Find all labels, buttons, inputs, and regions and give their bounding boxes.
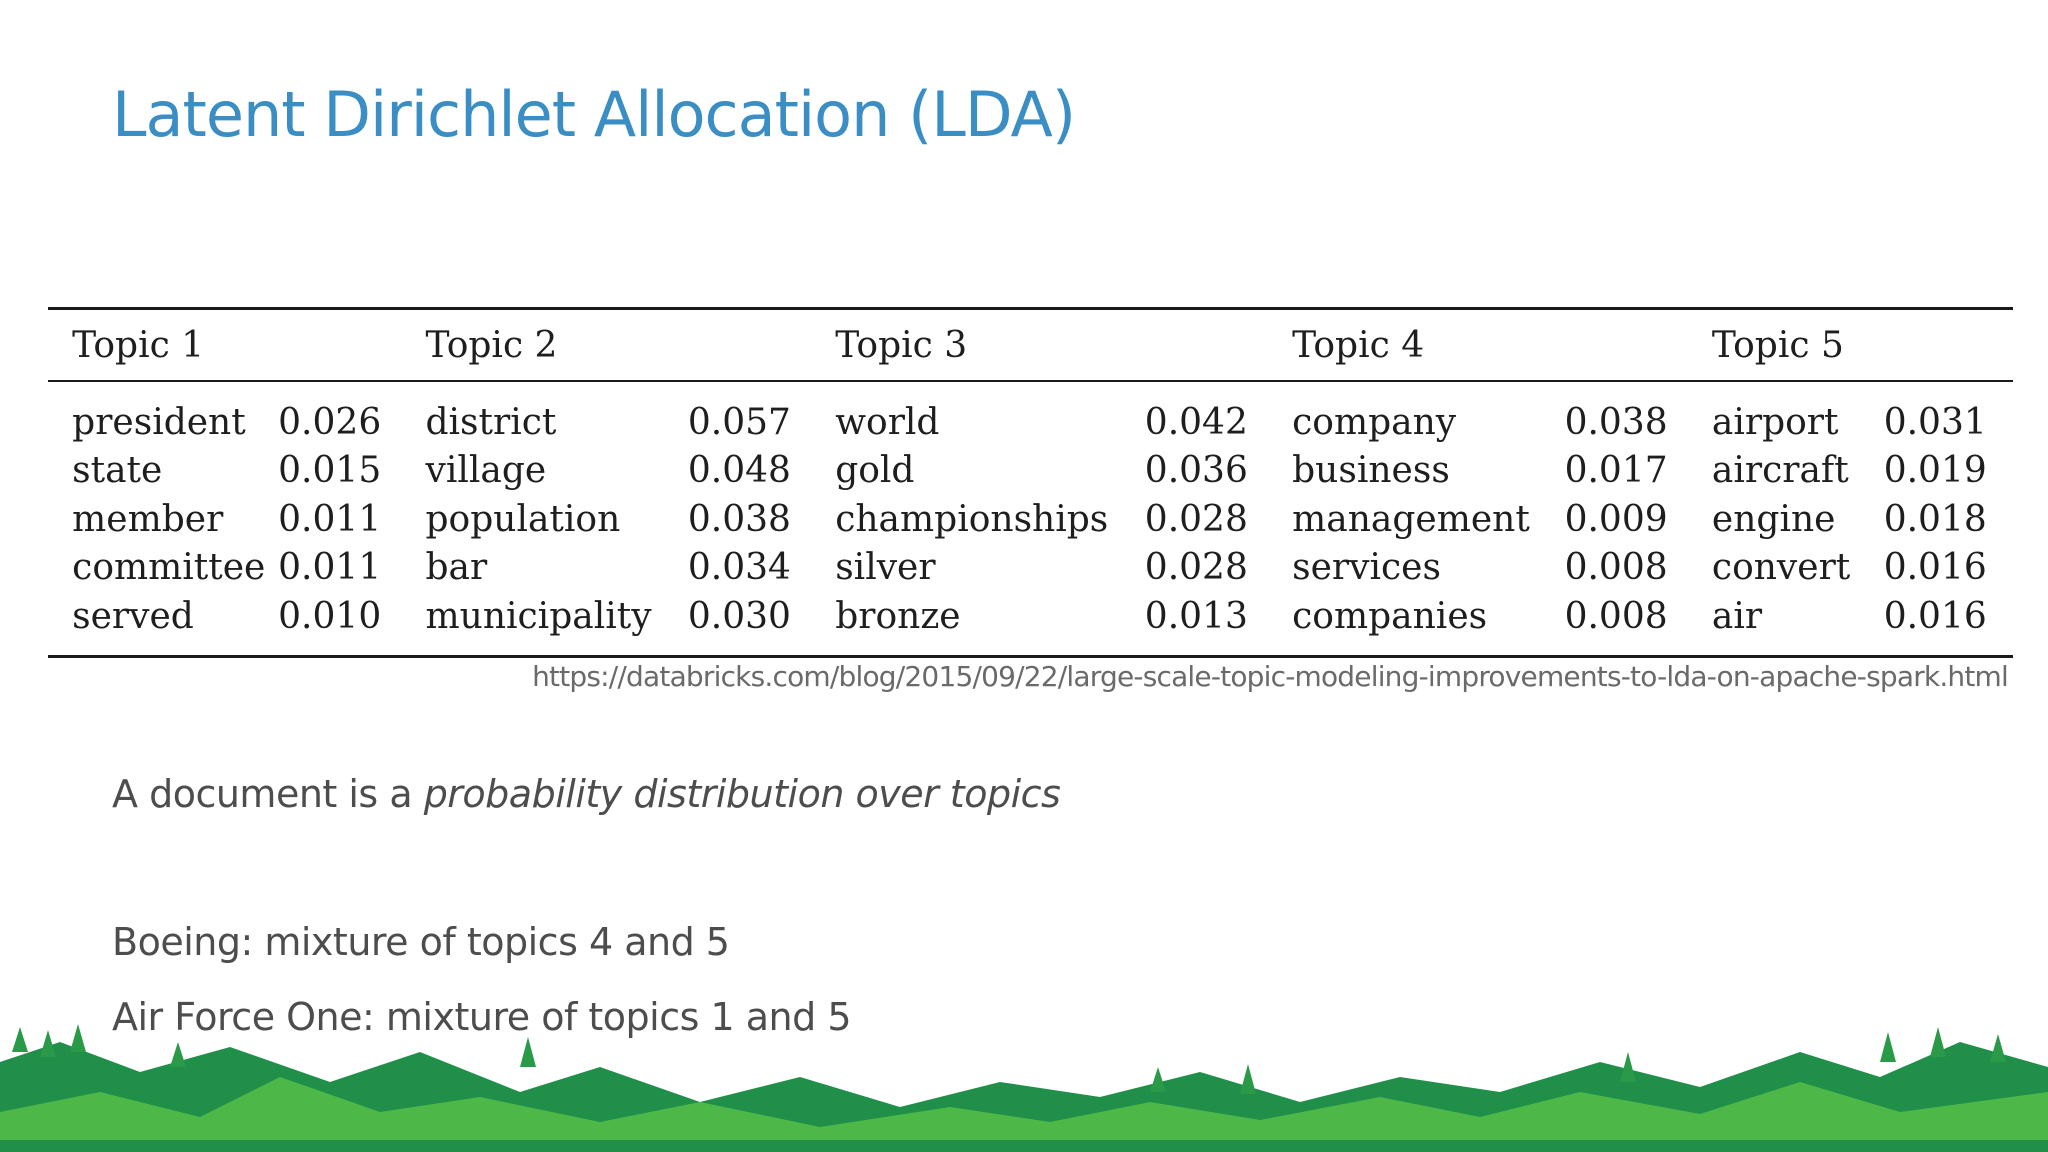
example-air-force-one: Air Force One: mixture of topics 1 and 5: [112, 995, 852, 1039]
word-probability: 0.026: [278, 401, 382, 443]
topic-word: bar: [425, 547, 488, 589]
table-bottom-rule: [48, 654, 2013, 658]
example-name: Air Force One: [112, 995, 363, 1039]
topic-word: gold: [835, 450, 915, 492]
topic-header: Topic 5: [1711, 324, 1844, 366]
ground: [0, 1140, 2048, 1152]
topic-header: Topic 2: [425, 324, 558, 366]
table-row: committee 0.011 bar 0.034 silver 0.028 service…: [48, 544, 2013, 593]
word-probability: 0.042: [1144, 401, 1248, 443]
topic-word: member: [72, 498, 224, 540]
slide-title: Latent Dirichlet Allocation (LDA): [112, 78, 1076, 151]
word-probability: 0.017: [1564, 450, 1668, 492]
statement-emphasis: probability distribution over topics: [423, 772, 1061, 816]
word-probability: 0.028: [1144, 547, 1248, 589]
topic-header: Topic 4: [1292, 324, 1425, 366]
topic-word: air: [1711, 595, 1763, 637]
word-probability: 0.011: [278, 498, 382, 540]
topic-header: Topic 1: [72, 324, 205, 366]
topic-word: president: [72, 401, 246, 443]
topic-word: convert: [1711, 547, 1851, 589]
topic-word: municipality: [425, 595, 652, 637]
example-text: : mixture of topics 1 and 5: [362, 995, 852, 1039]
example-name: Boeing: [112, 920, 241, 964]
topic-word: district: [425, 401, 557, 443]
word-probability: 0.016: [1883, 547, 1987, 589]
topic-word: management: [1292, 498, 1530, 540]
statement-prefix: A document is a: [112, 772, 424, 816]
word-probability: 0.019: [1883, 450, 1987, 492]
table-top-rule: [48, 307, 2013, 310]
example-boeing: Boeing: mixture of topics 4 and 5: [112, 920, 730, 964]
word-probability: 0.018: [1883, 498, 1987, 540]
word-probability: 0.009: [1564, 498, 1668, 540]
table-row: president 0.026 district 0.057 world 0.042 com…: [48, 382, 2013, 447]
word-probability: 0.016: [1883, 595, 1987, 637]
word-probability: 0.008: [1564, 595, 1668, 637]
word-probability: 0.013: [1144, 595, 1248, 637]
topic-word: world: [835, 401, 940, 443]
tree-icons: [12, 1024, 2006, 1094]
table-row: served 0.010 municipality 0.030 bronze 0.013 c…: [48, 592, 2013, 655]
table-header-row: Topic 1 Topic 2 Topic 3 Topic 4 Topic 5: [48, 310, 2013, 380]
word-probability: 0.008: [1564, 547, 1668, 589]
topic-word: airport: [1711, 401, 1839, 443]
word-probability: 0.057: [687, 401, 791, 443]
example-text: : mixture of topics 4 and 5: [240, 920, 730, 964]
word-probability: 0.030: [687, 595, 791, 637]
table-row: state 0.015 village 0.048 gold 0.036 business 0…: [48, 447, 2013, 496]
topic-word: company: [1292, 401, 1457, 443]
word-probability: 0.011: [278, 547, 382, 589]
word-probability: 0.038: [687, 498, 791, 540]
statement: A document is a probability distribution…: [112, 772, 1061, 816]
word-probability: 0.028: [1144, 498, 1248, 540]
word-probability: 0.015: [278, 450, 382, 492]
word-probability: 0.034: [687, 547, 791, 589]
hills-front: [0, 1077, 2048, 1152]
word-probability: 0.010: [278, 595, 382, 637]
topic-word: bronze: [835, 595, 961, 637]
word-probability: 0.031: [1883, 401, 1987, 443]
topic-word: committee: [72, 547, 266, 589]
word-probability: 0.048: [687, 450, 791, 492]
topic-word: companies: [1292, 595, 1488, 637]
topic-word: population: [425, 498, 621, 540]
topic-word: village: [425, 450, 547, 492]
topic-table: Topic 1 Topic 2 Topic 3 Topic 4 Topic 5 …: [48, 307, 2013, 658]
topic-word: silver: [835, 547, 936, 589]
topic-word: served: [72, 595, 194, 637]
word-probability: 0.036: [1144, 450, 1248, 492]
topic-word: aircraft: [1711, 450, 1849, 492]
topic-word: business: [1292, 450, 1450, 492]
topic-word: state: [72, 450, 163, 492]
forest-scenery: [0, 1024, 2048, 1152]
table-row: member 0.011 population 0.038 championships 0…: [48, 495, 2013, 544]
topic-word: championships: [835, 498, 1109, 540]
topic-header: Topic 3: [835, 324, 968, 366]
topic-word: engine: [1711, 498, 1836, 540]
word-probability: 0.038: [1564, 401, 1668, 443]
source-url: https://databricks.com/blog/2015/09/22/l…: [532, 660, 2009, 693]
topic-word: services: [1292, 547, 1441, 589]
